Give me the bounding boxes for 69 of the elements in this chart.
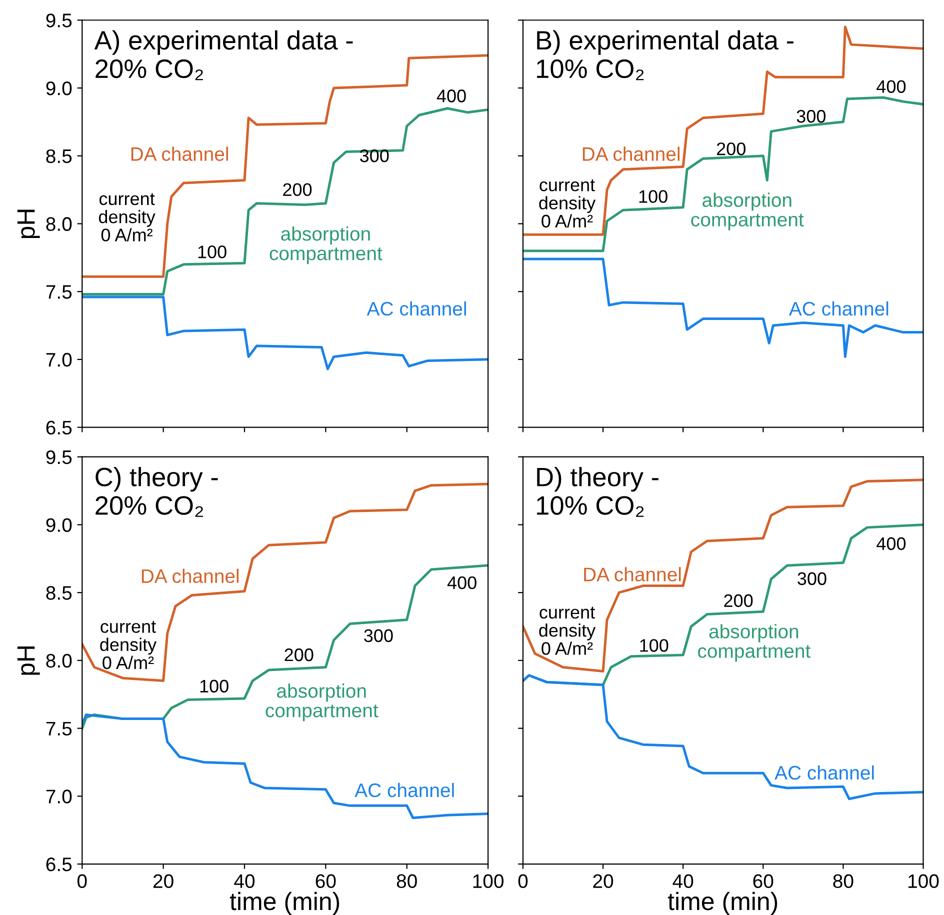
y-tick-label: 9.5	[46, 450, 72, 464]
line-series	[82, 54, 488, 278]
x-tick-label: 0	[77, 874, 87, 888]
annotation: 400	[436, 90, 466, 102]
x-tick-label: 0	[518, 874, 528, 888]
x-tick-label: 40	[672, 874, 694, 888]
y-tick-label: 9.0	[46, 518, 72, 532]
series-label: AC channel	[774, 765, 874, 780]
y-tick-label: 8.5	[46, 586, 72, 600]
series-label: absorption compartment	[691, 192, 804, 230]
x-tick-label: 60	[753, 874, 774, 888]
text: B) experimental data - 10% CO₂	[536, 30, 794, 80]
x-tick-label: 20	[593, 874, 614, 888]
y-tick-label: 7.0	[46, 790, 72, 804]
x-tick-label: 60	[316, 874, 336, 888]
y-tick-label: 9.5	[46, 14, 72, 28]
series-label: AC channel	[354, 782, 454, 798]
y-tick-label: 6.5	[46, 420, 72, 435]
x-tick-label: 80	[833, 874, 854, 888]
y-axis-title: pH	[17, 210, 40, 238]
y-tick-label: 6.5	[46, 858, 72, 872]
annotation: current density 0 A/m²	[539, 179, 596, 228]
y-tick-label: 7.0	[46, 352, 72, 367]
annotation: current density 0 A/m²	[98, 193, 156, 242]
line-series	[82, 107, 488, 296]
annotation: 300	[360, 149, 389, 162]
y-tick-label: 8.0	[46, 217, 72, 231]
y-axis-title: pH	[17, 646, 40, 675]
series-label: absorption compartment	[698, 624, 811, 662]
x-tick-label: 100	[473, 874, 504, 888]
series-label: absorption compartment	[266, 684, 378, 722]
annotation: 400	[876, 80, 906, 93]
annotation: 100	[639, 190, 668, 203]
series-label: AC channel	[366, 301, 466, 316]
x-axis-title: time (min)	[668, 892, 778, 915]
annotation: 400	[447, 576, 476, 590]
text: D) theory - 10% CO₂	[536, 467, 658, 517]
x-tick-label: 100	[908, 874, 939, 888]
series-label: absorption compartment	[270, 226, 382, 264]
x-tick-label: 40	[234, 874, 255, 888]
y-tick-label: 9.0	[46, 81, 72, 96]
line-series	[82, 296, 488, 370]
annotation: 100	[200, 680, 228, 693]
annotation: current density 0 A/m²	[100, 621, 157, 670]
y-tick-label: 8.5	[46, 149, 72, 164]
series-label: AC channel	[788, 301, 888, 316]
series-label: DA channel	[142, 568, 239, 584]
annotation: current density 0 A/m²	[539, 606, 596, 655]
x-axis-title: time (min)	[230, 892, 340, 915]
series-label: DA channel	[582, 146, 680, 161]
x-tick-label: 80	[396, 874, 417, 888]
annotation: 200	[284, 648, 314, 662]
x-tick-label: 20	[153, 874, 174, 888]
text: A) experimental data - 20% CO₂	[94, 30, 353, 80]
y-tick-label: 8.0	[46, 654, 72, 668]
annotation: 300	[798, 572, 826, 586]
annotation: 400	[876, 537, 906, 550]
annotation: 300	[796, 110, 826, 123]
annotation: 200	[724, 594, 753, 608]
annotation: 200	[716, 142, 746, 156]
y-tick-label: 7.5	[46, 722, 72, 736]
series-label: DA channel	[584, 567, 681, 582]
annotation: 300	[364, 629, 393, 642]
annotation: 100	[198, 246, 226, 258]
annotation: 200	[283, 183, 312, 196]
series-label: DA channel	[131, 146, 228, 161]
annotation: 100	[640, 639, 668, 652]
y-tick-label: 7.5	[46, 285, 72, 299]
text: C) theory - 20% CO₂	[96, 467, 218, 517]
